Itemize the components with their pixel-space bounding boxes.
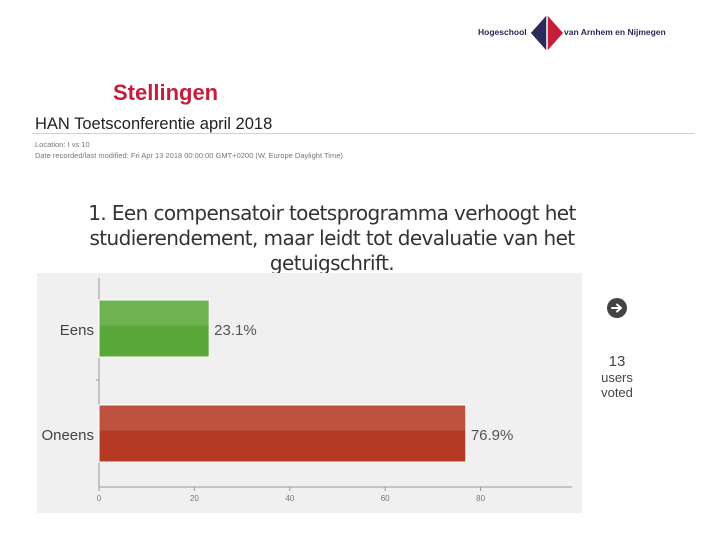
bar-highlight-eens [99, 300, 210, 326]
question-line-2: studierendement, maar leidt tot devaluat… [89, 226, 575, 275]
poll-question: 1. Een compensatoir toetsprogramma verho… [32, 201, 632, 276]
conference-title: HAN Toetsconferentie april 2018 [35, 115, 273, 133]
bar-highlight-oneens [99, 405, 466, 431]
han-logo: Hogeschool van Arnhem en Nijmegen [478, 14, 678, 54]
results-chart: Eens 23.1% Oneens 76.9% 0 20 40 60 80 [37, 273, 582, 513]
data-label-eens: 23.1% [214, 322, 257, 339]
vote-label-users: users [601, 370, 633, 385]
bar-eens [98, 299, 210, 358]
data-label-oneens: 76.9% [471, 427, 514, 444]
x-tick-label-60: 60 [381, 494, 390, 503]
question-line-1: 1. Een compensatoir toetsprogramma verho… [88, 201, 576, 225]
date-text: Date recorded/last modified: Fri Apr 13 … [35, 151, 343, 160]
bar-chart-svg: Eens 23.1% Oneens 76.9% 0 20 40 60 80 [41, 278, 572, 503]
x-tick-label-0: 0 [97, 494, 102, 503]
title-divider [32, 133, 695, 134]
x-tick-label-80: 80 [476, 494, 485, 503]
category-label-eens: Eens [60, 322, 94, 339]
slide-title: Stellingen [113, 80, 219, 105]
vote-count: 13 [608, 353, 626, 370]
x-tick-label-20: 20 [190, 494, 199, 503]
category-label-oneens: Oneens [41, 427, 94, 444]
logo-diamond-icon [531, 15, 563, 51]
vote-stats: 13 users voted [592, 298, 642, 400]
logo-text-right: van Arnhem en Nijmegen [564, 27, 666, 37]
poll-panel: HAN Toetsconferentie april 2018 Location… [32, 108, 697, 538]
bar-oneens [98, 404, 467, 463]
vote-label-voted: voted [601, 385, 633, 400]
arrow-right-circle-icon[interactable] [607, 298, 627, 318]
logo-text-left: Hogeschool [478, 27, 527, 37]
location-text: Location: I vs 10 [35, 140, 90, 149]
x-tick-label-40: 40 [285, 494, 294, 503]
